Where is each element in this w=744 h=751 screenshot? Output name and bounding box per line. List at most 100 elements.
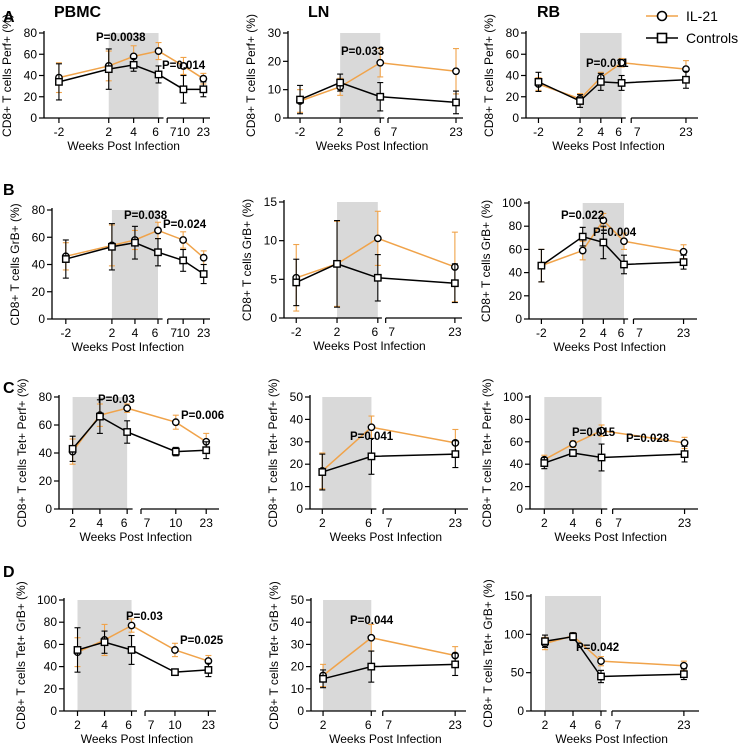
d-rb-x-tick-label-3: 7 [615, 718, 622, 732]
d-pbmc-x-axis-title: Weeks Post Infection [81, 732, 194, 746]
c-ln-x-tick-label-2: 7 [386, 516, 393, 530]
b-rb-x-tick-label-1: 2 [579, 326, 586, 340]
c-ln-y-tick-label-5: 50 [290, 390, 304, 404]
a-rb-y-tick-label-2: 40 [506, 69, 520, 83]
d-rb-x-tick-label-4: 23 [677, 718, 691, 732]
b-ln-x-tick-label-4: 23 [448, 325, 462, 339]
c-rb-il21-point-2 [597, 426, 606, 435]
a-pbmc-x-tick-label-3: 6 [152, 125, 159, 139]
b-rb-pvalue-1: P=0.004 [593, 227, 637, 239]
a-pbmc-il21-point-3 [154, 47, 163, 55]
b-ln-y-tick-label-2: 10 [264, 234, 278, 248]
a-pbmc-controls-point-4 [179, 85, 188, 94]
d-ln-y-tick-label-0: 0 [297, 704, 304, 718]
b-rb-controls-point-4 [679, 258, 688, 267]
a-pbmc-pvalue-0: P=0.0038 [96, 32, 146, 44]
c-rb-x-tick-label-2: 6 [595, 516, 602, 530]
c-rb-y-tick-label-5: 100 [503, 390, 523, 404]
b-pbmc-x-axis-title: Weeks Post Infection [72, 340, 185, 354]
a-pbmc-x-axis-title: Weeks Post Infection [67, 139, 180, 153]
a-rb-controls-point-2 [596, 77, 605, 86]
b-ln-il21-line [295, 237, 456, 279]
a-ln-controls-point-0 [296, 95, 304, 104]
a-ln-controls-point-3 [452, 98, 460, 107]
c-rb-y-axis-title: CD8+ T cells Tet+ Perf+ (%) [480, 378, 494, 527]
d-pbmc-x-tick-label-4: 10 [168, 718, 182, 732]
c-pbmc-x-axis-title: Weeks Post Infection [80, 530, 193, 544]
b-rb-y-tick-label-1: 20 [509, 289, 523, 303]
d-rb-controls-point-0 [541, 637, 549, 646]
b-rb-controls-point-0 [537, 261, 546, 270]
a-rb-x-tick-label-0: -2 [533, 125, 544, 139]
b-rb-il21-point-4 [679, 247, 688, 256]
b-ln-controls-point-2 [373, 273, 382, 282]
a-rb-x-tick-label-5: 23 [679, 125, 693, 139]
chart-d-rb: 0 50 100 150 2 4 6 7 23 Weeks Post Infection CD8+ … [481, 579, 699, 746]
b-pbmc-x-tick-label-3: 6 [152, 326, 159, 340]
c-pbmc-controls-point-4 [202, 446, 211, 455]
d-pbmc-y-tick-label-5: 100 [37, 593, 57, 607]
d-pbmc-x-tick-label-1: 4 [101, 718, 108, 732]
b-rb-y-tick-label-4: 80 [509, 219, 523, 233]
c-pbmc-x-tick-label-4: 10 [169, 516, 183, 530]
b-rb-x-tick-label-0: -2 [536, 326, 547, 340]
chart-b-ln: 0 5 10 15 -2 2 6 7 23 Weeks Post Infection CD8+ T … [240, 195, 462, 353]
a-pbmc-x-tick-label-6: 23 [197, 125, 211, 139]
d-ln-x-axis-title: Weeks Post Infection [329, 732, 442, 746]
c-pbmc-x-tick-label-0: 2 [69, 516, 76, 530]
b-ln-controls-point-1 [333, 259, 341, 268]
d-ln-shade-region [323, 600, 372, 711]
a-ln-pvalue-0: P=0.033 [341, 46, 384, 58]
c-rb-y-tick-label-4: 80 [510, 412, 524, 426]
c-ln-y-tick-label-0: 0 [296, 502, 303, 516]
a-rb-y-tick-label-4: 80 [506, 26, 520, 40]
b-ln-x-axis-title: Weeks Post Infection [313, 339, 426, 353]
c-rb-y-tick-label-3: 60 [510, 435, 524, 449]
c-rb-controls-point-3 [680, 450, 689, 459]
d-ln-x-tick-label-2: 7 [385, 718, 392, 732]
c-pbmc-y-tick-label-0: 0 [45, 502, 52, 516]
c-ln-pvalue-0: P=0.041 [350, 431, 394, 443]
d-rb-x-tick-label-2: 6 [595, 718, 602, 732]
a-rb-x-tick-label-1: 2 [577, 125, 584, 139]
a-pbmc-x-tick-label-0: -2 [54, 125, 65, 139]
d-ln-x-tick-label-0: 2 [320, 718, 327, 732]
b-ln-y-tick-label-3: 15 [264, 195, 278, 209]
b-ln-x-tick-label-2: 6 [371, 325, 378, 339]
b-pbmc-controls-point-5 [199, 270, 208, 278]
a-pbmc-controls-point-2 [129, 60, 138, 69]
c-ln-y-tick-label-2: 20 [290, 457, 304, 471]
d-pbmc-x-tick-label-3: 7 [148, 718, 155, 732]
c-rb-y-tick-label-0: 0 [516, 502, 523, 516]
chart-a-ln: 0 10 20 30 -2 2 6 7 23 Weeks Post Infection CD8+ T… [244, 14, 463, 153]
b-pbmc-y-tick-label-0: 0 [38, 312, 45, 326]
c-rb-x-tick-label-3: 7 [615, 516, 622, 530]
b-pbmc-x-tick-label-5: 10 [176, 326, 190, 340]
d-rb-y-tick-label-1: 50 [511, 666, 525, 680]
c-ln-controls-point-1 [367, 452, 376, 461]
chart-d-pbmc: 0 20 40 60 80 100 2 4 6 7 10 23 Weeks Post Infection… [14, 581, 224, 746]
c-ln-y-axis-title: CD8+ T cells Tet+ Perf+ (%) [266, 378, 280, 527]
c-pbmc-controls-point-1 [95, 412, 104, 421]
d-pbmc-controls-point-1 [100, 638, 109, 647]
a-ln-x-tick-label-4: 23 [449, 125, 463, 139]
c-pbmc-controls-point-2 [123, 428, 132, 436]
c-pbmc-controls-point-3 [171, 447, 180, 456]
a-ln-controls-line [299, 81, 457, 104]
a-rb-y-axis-title: CD8+ T cells Perf+ (%) [482, 14, 496, 137]
b-ln-controls-point-0 [292, 278, 301, 287]
d-ln-x-tick-label-3: 23 [448, 718, 462, 732]
a-ln-x-tick-label-3: 7 [391, 125, 398, 139]
b-pbmc-controls-point-4 [179, 256, 188, 265]
column-header-rb: RB [537, 4, 560, 21]
b-pbmc-controls-point-1 [108, 242, 116, 251]
a-rb-il21-point-3 [617, 58, 626, 67]
b-ln-x-tick-label-3: 7 [388, 325, 395, 339]
b-pbmc-il21-point-4 [179, 236, 188, 244]
a-ln-y-tick-label-3: 30 [268, 26, 282, 40]
a-rb-x-tick-label-3: 6 [615, 125, 622, 139]
chart-b-rb: 0 20 40 60 80 100 -2 2 4 6 7 23 Weeks Post Infection… [479, 196, 697, 354]
d-ln-y-tick-label-2: 20 [291, 660, 305, 674]
d-ln-pvalue-0: P=0.044 [350, 615, 394, 627]
